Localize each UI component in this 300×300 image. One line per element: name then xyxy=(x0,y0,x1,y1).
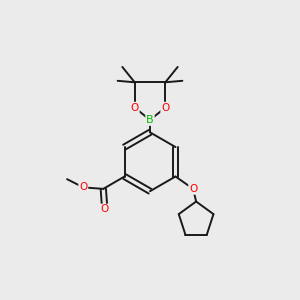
Text: B: B xyxy=(146,115,154,125)
Text: O: O xyxy=(189,184,197,194)
Text: O: O xyxy=(130,103,139,112)
Text: O: O xyxy=(79,182,87,192)
Text: O: O xyxy=(161,103,170,112)
Text: O: O xyxy=(100,205,109,214)
